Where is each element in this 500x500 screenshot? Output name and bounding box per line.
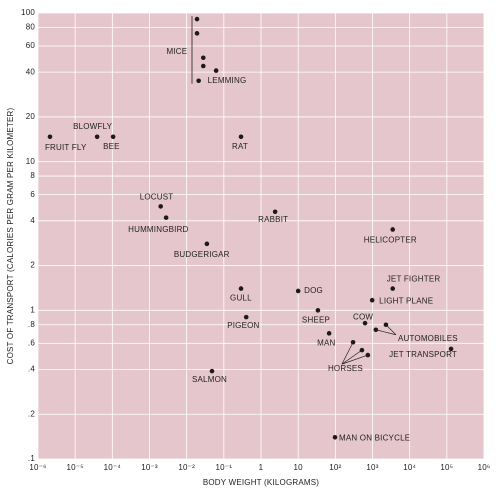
point-label: PIGEON — [227, 321, 259, 330]
point — [272, 209, 278, 215]
point — [315, 308, 321, 313]
point — [390, 286, 396, 291]
arrow — [375, 329, 397, 336]
x-tick-label: 10² — [329, 463, 341, 472]
y-tick-label: 6 — [30, 190, 35, 199]
point-label: RABBIT — [258, 215, 288, 224]
y-tick-label: 2 — [30, 261, 35, 270]
x-tick-label: 10⁻⁶ — [29, 463, 46, 472]
y-tick-label: 20 — [26, 112, 36, 121]
point-label: LOCUST — [140, 193, 174, 202]
y-tick-label: 8 — [30, 171, 35, 180]
y-tick-label: 60 — [26, 41, 36, 50]
y-tick-label: 1 — [30, 305, 35, 314]
point-label: SALMON — [192, 375, 227, 384]
x-tick-label: 10⁻⁵ — [67, 463, 84, 472]
x-tick-label: 10⁶ — [478, 463, 491, 472]
point — [194, 31, 200, 36]
y-tick-label: 100 — [21, 8, 35, 17]
x-tick-label: 10⁻² — [178, 463, 195, 472]
point-label: MAN — [317, 338, 335, 347]
point-label: HORSES — [328, 364, 363, 373]
x-tick-label: 10⁻¹ — [216, 463, 233, 472]
point — [390, 227, 396, 232]
point — [163, 215, 169, 220]
y-tick-label: 4 — [30, 216, 35, 225]
x-tick-label: 10⁻³ — [141, 463, 158, 472]
point — [204, 241, 210, 247]
point — [158, 204, 163, 209]
x-tick-label: 10⁻⁴ — [104, 463, 122, 472]
point-label: LIGHT PLANE — [379, 296, 433, 305]
x-tick-label: 10³ — [366, 463, 378, 472]
x-axis-label: BODY WEIGHT (KILOGRAMS) — [203, 478, 319, 487]
point-label: MAN ON BICYCLE — [339, 433, 410, 442]
y-tick-label: .2 — [28, 409, 35, 418]
point-label: RAT — [232, 142, 248, 151]
arrow — [341, 342, 354, 365]
point — [110, 134, 116, 140]
point — [448, 346, 454, 352]
point-label: FRUIT FLY — [45, 143, 87, 152]
point — [213, 68, 219, 73]
point — [238, 134, 244, 140]
point — [383, 322, 389, 328]
arrow — [385, 324, 397, 335]
point-label: HELICOPTER — [364, 236, 417, 245]
y-tick-label: .4 — [28, 365, 35, 374]
point — [238, 286, 244, 291]
point — [200, 55, 206, 61]
point-label: BUDGERIGAR — [174, 250, 230, 259]
point — [243, 314, 249, 320]
point-label: SHEEP — [302, 315, 330, 324]
point-label: BEE — [103, 142, 120, 151]
point — [350, 339, 356, 345]
point-label: LEMMING — [208, 76, 247, 85]
point — [200, 63, 206, 69]
point — [295, 288, 301, 294]
point — [365, 352, 371, 358]
point — [94, 134, 100, 140]
arrow — [341, 354, 368, 365]
point — [332, 434, 338, 440]
arrow — [341, 349, 363, 365]
point — [194, 16, 200, 22]
y-tick-label: 80 — [26, 23, 36, 32]
point — [369, 297, 375, 303]
point-label: DOG — [304, 286, 323, 295]
point — [47, 134, 53, 140]
point-label: MICE — [166, 47, 187, 56]
point-label: COW — [353, 312, 373, 321]
y-tick-label: .1 — [28, 454, 35, 463]
point-label: GULL — [230, 294, 252, 303]
point-label: AUTOMOBILES — [398, 334, 458, 343]
y-tick-label: .6 — [28, 338, 35, 347]
point-label: BLOWFLY — [73, 122, 113, 131]
y-tick-label: 10 — [26, 157, 36, 166]
y-tick-label: 40 — [26, 67, 36, 76]
point — [359, 347, 365, 353]
point-label: JET FIGHTER — [387, 275, 441, 284]
x-tick-label: 10⁵ — [440, 463, 453, 472]
point-label: HUMMINGBIRD — [128, 225, 188, 234]
point — [209, 368, 215, 374]
x-tick-label: 1 — [259, 463, 264, 472]
point-label: JET TRANSPORT — [389, 350, 457, 359]
y-axis-label: COST OF TRANSPORT (CALORIES PER GRAM PER… — [6, 107, 15, 364]
x-tick-label: 10⁴ — [403, 463, 416, 472]
point — [326, 331, 332, 336]
point — [196, 78, 201, 84]
y-tick-label: .8 — [28, 320, 35, 329]
x-tick-label: 10 — [294, 463, 304, 472]
point — [362, 320, 368, 326]
point — [373, 327, 379, 333]
